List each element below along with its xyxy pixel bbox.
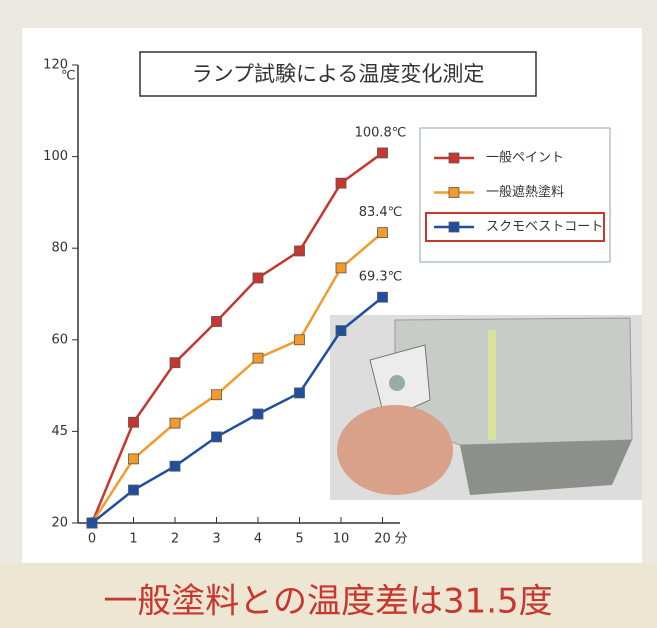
point-marker [169, 460, 181, 472]
y-tick-label: 45 [51, 424, 68, 439]
series-line [90, 151, 384, 524]
x-tick-label: 4 [254, 532, 262, 547]
point-marker [211, 389, 222, 401]
x-tick-label: 5 [295, 532, 303, 547]
legend-marker [448, 152, 460, 164]
point-marker [211, 316, 222, 327]
series-line [90, 231, 384, 524]
point-marker [252, 408, 264, 420]
point-marker [252, 352, 264, 364]
legend-label: 一般ペイント [486, 150, 564, 166]
legend-marker [448, 221, 460, 233]
photo-box-side [460, 440, 632, 495]
point-marker [377, 147, 388, 159]
point-marker [128, 416, 139, 428]
x-axis-unit: 分 [395, 532, 408, 547]
x-tick-label: 3 [212, 532, 220, 547]
legend-label: スクモベストコート [486, 220, 603, 235]
point-marker [294, 334, 305, 346]
point-marker [86, 517, 98, 529]
point-marker [335, 325, 347, 337]
y-tick-label: 20 [51, 516, 68, 531]
value-label: 100.8℃ [355, 125, 407, 140]
legend-marker [448, 187, 460, 198]
y-tick-label: 120 [43, 58, 68, 73]
point-marker [211, 431, 222, 443]
y-axis-unit: ℃ [61, 69, 76, 84]
legend-label: 一般遮熱塗料 [486, 184, 564, 200]
caption: 一般塗料との温度差は31.5度 [103, 582, 552, 622]
value-label: 83.4℃ [359, 205, 403, 220]
legend-highlight [425, 212, 605, 242]
x-tick-label: 20 [374, 532, 391, 547]
point-marker [169, 357, 181, 369]
chart-title: ランプ試験による温度変化測定 [192, 62, 485, 86]
value-label: 69.3℃ [359, 270, 403, 285]
photo-button [389, 375, 405, 391]
x-tick-label: 0 [88, 532, 96, 547]
point-marker [335, 262, 347, 274]
point-marker [128, 484, 139, 496]
point-marker [335, 177, 347, 189]
point-marker [377, 227, 388, 239]
photo [330, 315, 642, 500]
y-tick-label: 80 [51, 241, 68, 256]
y-tick-label: 100 [43, 149, 68, 164]
point-marker [252, 272, 264, 284]
point-marker [294, 245, 305, 257]
x-tick-label: 10 [333, 532, 350, 547]
photo-slot [488, 330, 496, 440]
x-tick-label: 1 [129, 532, 137, 547]
point-marker [128, 453, 139, 465]
point-marker [377, 291, 388, 303]
series-line [91, 296, 384, 524]
x-tick-label: 2 [171, 532, 179, 547]
photo-hand [337, 405, 453, 495]
point-marker [294, 387, 305, 399]
y-tick-label: 60 [51, 332, 68, 347]
point-marker [169, 417, 181, 429]
title-box [139, 51, 537, 97]
caption-band [0, 563, 657, 628]
